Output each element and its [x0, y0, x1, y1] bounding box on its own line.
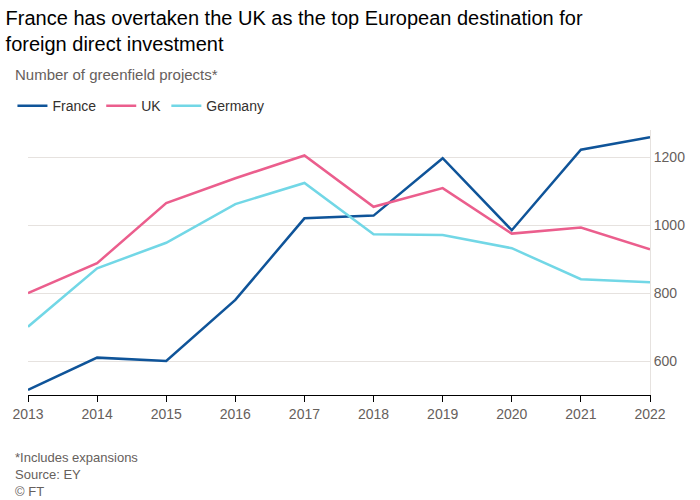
svg-text:France: France: [52, 98, 96, 114]
svg-text:2019: 2019: [427, 406, 458, 422]
svg-text:2022: 2022: [634, 406, 665, 422]
svg-text:*Includes expansions: *Includes expansions: [15, 450, 138, 465]
svg-text:2016: 2016: [220, 406, 251, 422]
svg-text:2014: 2014: [82, 406, 113, 422]
svg-text:2015: 2015: [151, 406, 182, 422]
svg-text:1000: 1000: [654, 217, 685, 233]
svg-text:2013: 2013: [12, 406, 43, 422]
svg-text:Number of greenfield projects*: Number of greenfield projects*: [15, 66, 218, 83]
svg-text:2020: 2020: [496, 406, 527, 422]
svg-text:2021: 2021: [565, 406, 596, 422]
svg-text:UK: UK: [141, 98, 161, 114]
svg-text:800: 800: [654, 285, 678, 301]
svg-text:1200: 1200: [654, 149, 685, 165]
svg-text:2017: 2017: [289, 406, 320, 422]
svg-text:© FT: © FT: [15, 484, 44, 499]
svg-text:Germany: Germany: [206, 98, 264, 114]
svg-text:Source: EY: Source: EY: [15, 467, 81, 482]
svg-text:600: 600: [654, 353, 678, 369]
svg-text:France has overtaken the UK as: France has overtaken the UK as the top E…: [6, 7, 583, 55]
svg-text:2018: 2018: [358, 406, 389, 422]
